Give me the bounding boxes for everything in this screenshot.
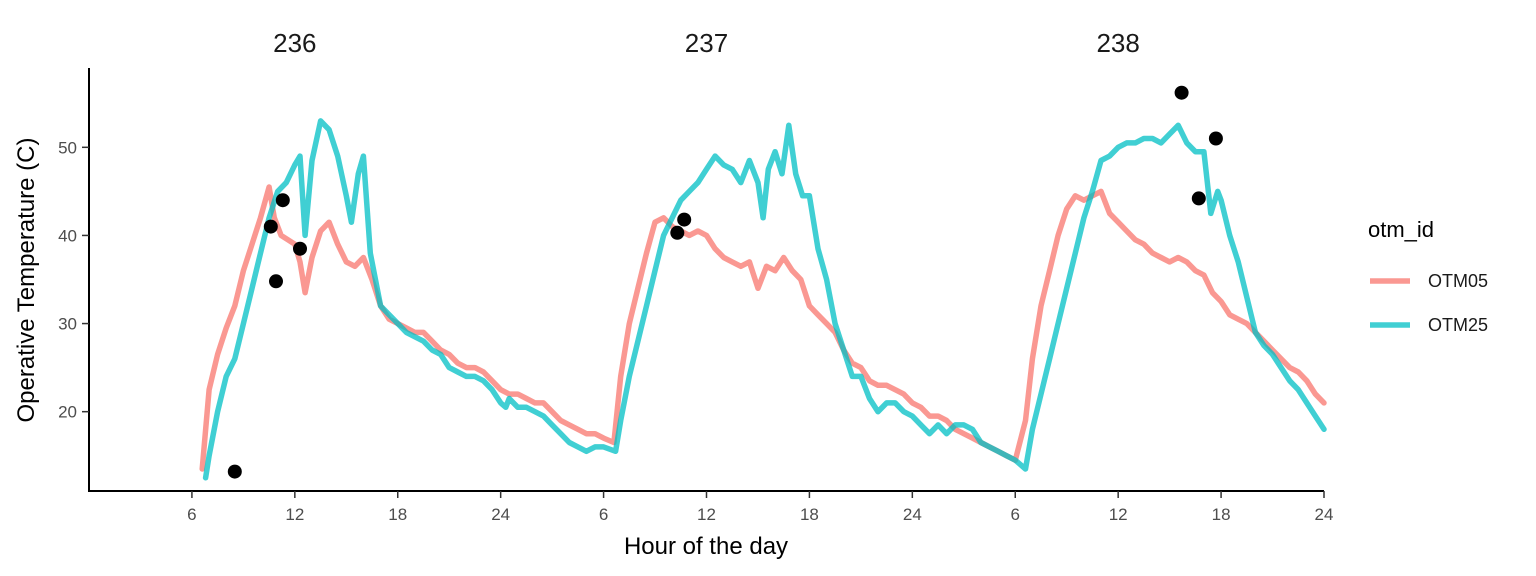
x-tick-label: 18 (800, 505, 819, 524)
observation-point (263, 219, 278, 234)
x-tick-label: 24 (903, 505, 922, 524)
facet-titles: 236 237 238 (273, 28, 1140, 58)
x-tick-label: 6 (187, 505, 196, 524)
observation-point (1191, 191, 1206, 206)
legend: otm_id OTM05 OTM25 (1368, 217, 1488, 335)
legend-label-otm25: OTM25 (1428, 315, 1488, 335)
x-tick-label: 12 (285, 505, 304, 524)
facet-title: 236 (273, 28, 316, 58)
observation-point (670, 225, 685, 240)
facet-title: 238 (1096, 28, 1139, 58)
x-tick-label: 6 (599, 505, 608, 524)
legend-label-otm05: OTM05 (1428, 271, 1488, 291)
y-tick-label: 30 (58, 315, 77, 334)
observation-point (1208, 131, 1223, 146)
observation-point (227, 464, 242, 479)
x-tick-label: 18 (1212, 505, 1231, 524)
x-axis-ticks: 6 12 18 24 6 12 18 24 6 12 18 24 (187, 491, 1333, 524)
x-tick-label: 12 (1109, 505, 1128, 524)
observation-points (227, 85, 1223, 479)
observation-point (1174, 85, 1189, 100)
series-lines (199, 118, 1327, 481)
series-line-otm25 (202, 118, 1327, 481)
y-tick-label: 20 (58, 403, 77, 422)
x-axis-title: Hour of the day (624, 533, 788, 560)
y-tick-label: 50 (58, 138, 77, 157)
observation-point (269, 274, 283, 289)
y-axis-title: Operative Temperature (C) (13, 138, 40, 423)
x-tick-label: 6 (1011, 505, 1020, 524)
observation-point (293, 241, 307, 256)
x-tick-label: 24 (491, 505, 510, 524)
plot-area (199, 85, 1327, 481)
x-tick-label: 24 (1315, 505, 1334, 524)
x-tick-label: 18 (388, 505, 407, 524)
y-tick-label: 40 (58, 226, 77, 245)
y-axis-ticks: 20 30 40 50 (58, 138, 89, 422)
series-line-otm05 (199, 184, 1327, 472)
legend-title: otm_id (1368, 217, 1434, 242)
facet-title: 237 (685, 28, 728, 58)
observation-point (677, 212, 692, 227)
observation-point (275, 193, 290, 208)
x-tick-label: 12 (697, 505, 716, 524)
